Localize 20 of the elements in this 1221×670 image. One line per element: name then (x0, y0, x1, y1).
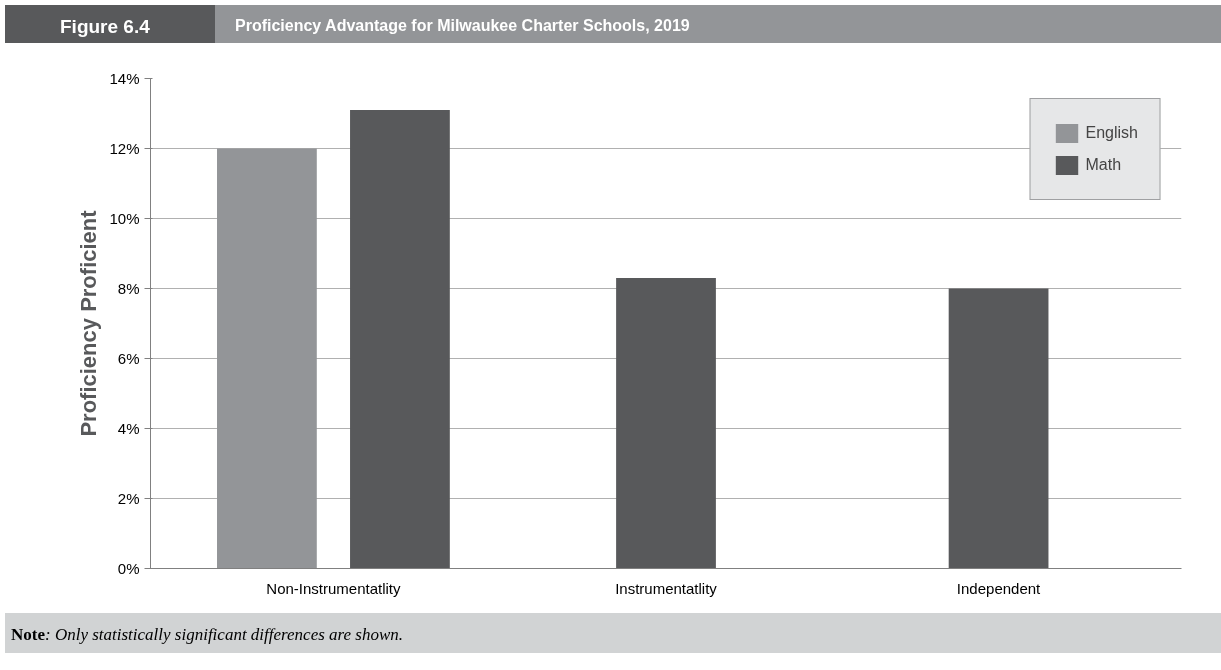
y-tick-label: 4% (117, 420, 140, 437)
caption: Figure 6.4 (5, 5, 215, 43)
y-tick-label: 6% (117, 350, 140, 367)
bar (217, 148, 317, 569)
legend-label: English (1085, 124, 1138, 142)
bar (948, 288, 1049, 569)
y-axis-title: Proficiency Proficient (76, 209, 102, 437)
legend-label: Math (1085, 156, 1122, 174)
bar (350, 110, 450, 569)
text: Note: Only statistically significant differences are shown. (11, 625, 404, 644)
x-tick-label: Non-Instrumentatlity (266, 579, 402, 597)
x-tick-label: Independent (956, 579, 1042, 597)
y-tick-label: 0% (117, 560, 140, 577)
y-tick-label: 14% (109, 70, 140, 87)
chart-title: Proficiency Advantage for Milwaukee Charter Schools, 2019 (215, 5, 1221, 43)
y-tick-label: 10% (109, 210, 140, 227)
y-tick-label: 8% (117, 280, 140, 297)
x-tick-label: Instrumentatlity (615, 579, 718, 597)
y-tick-label: 2% (117, 490, 140, 507)
y-tick-label: 12% (109, 140, 140, 157)
